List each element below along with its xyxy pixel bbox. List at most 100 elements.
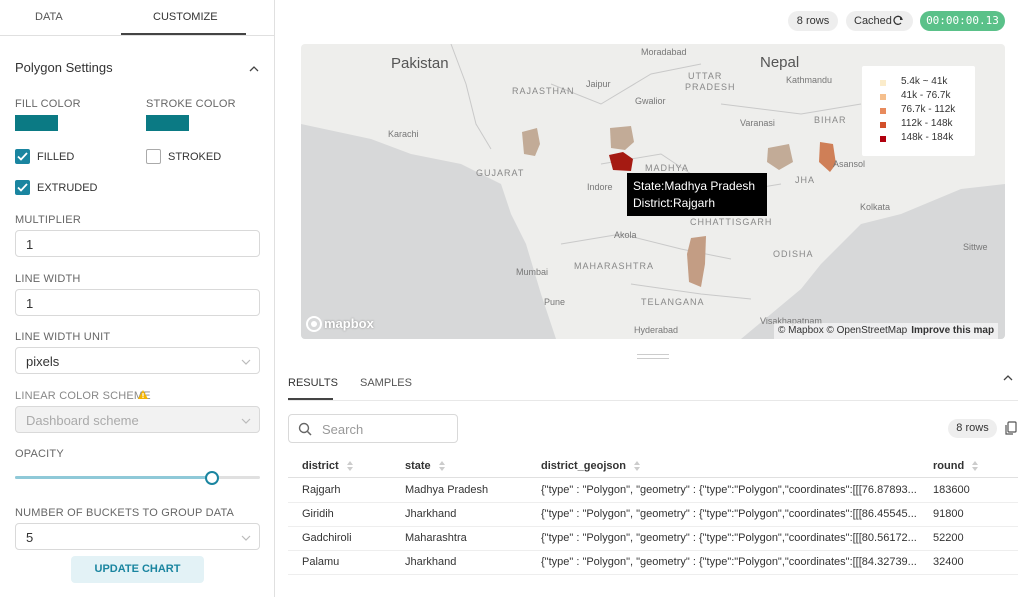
warning-icon bbox=[138, 390, 148, 399]
column-header[interactable]: round bbox=[933, 460, 965, 472]
input[interactable]: 1 bbox=[15, 230, 260, 257]
place-label: Sittwe bbox=[963, 242, 988, 252]
district bbox=[687, 236, 706, 287]
row-border bbox=[288, 526, 1018, 527]
column-header[interactable]: district bbox=[302, 460, 339, 472]
chevron bbox=[241, 418, 251, 424]
input[interactable]: 1 bbox=[15, 289, 260, 316]
collapse-icon bbox=[249, 66, 259, 72]
place-label: Moradabad bbox=[641, 47, 687, 57]
row-border bbox=[288, 502, 1018, 503]
place-label: Pakistan bbox=[391, 55, 449, 72]
chevron bbox=[241, 535, 251, 541]
place-label: Gwalior bbox=[635, 96, 666, 106]
place-label: Nepal bbox=[760, 54, 799, 71]
sea bbox=[741, 184, 1005, 339]
row-border bbox=[288, 550, 1018, 551]
sidebar-border bbox=[274, 0, 275, 597]
table-cell: {"type" : "Polygon", "geometry" : {"type… bbox=[541, 532, 917, 544]
place-label: TELANGANA bbox=[641, 297, 705, 307]
place-label: MAHARASHTRA bbox=[574, 261, 654, 271]
search-input[interactable]: Search bbox=[288, 414, 458, 443]
table-cell: Palamu bbox=[302, 556, 340, 568]
checkbox[interactable] bbox=[15, 149, 30, 164]
sea bbox=[301, 124, 556, 339]
legend-label: 41k - 76.7k bbox=[901, 90, 951, 101]
search-icon bbox=[298, 422, 312, 436]
field-value: 5 bbox=[26, 530, 34, 545]
checkbox[interactable] bbox=[15, 180, 30, 195]
row-count-badge: 8 rows bbox=[948, 419, 997, 438]
select[interactable]: 5 bbox=[15, 523, 260, 550]
section-title: Polygon Settings bbox=[15, 60, 113, 75]
place-label: UTTAR bbox=[688, 71, 722, 81]
timer: 00:00:00.13 bbox=[920, 11, 1005, 31]
table-cell: Maharashtra bbox=[405, 532, 467, 544]
tab[interactable]: DATA bbox=[35, 11, 63, 23]
tab-underline bbox=[121, 33, 246, 35]
table-cell: Jharkhand bbox=[405, 508, 457, 520]
place-label: Akola bbox=[614, 230, 637, 240]
legend-swatch bbox=[880, 136, 886, 142]
column-header[interactable]: state bbox=[405, 460, 431, 472]
attribution: © Mapbox © OpenStreetMap Improve this map bbox=[774, 323, 999, 339]
table-cell: Gadchiroli bbox=[302, 532, 352, 544]
place-label: Kolkata bbox=[860, 202, 890, 212]
copy-icon bbox=[1005, 421, 1017, 435]
search-placeholder: Search bbox=[322, 422, 364, 437]
cached-badge[interactable]: Cached bbox=[846, 11, 913, 31]
table-cell: 91800 bbox=[933, 508, 964, 520]
results-tab[interactable]: RESULTS bbox=[288, 377, 338, 389]
sort-icon bbox=[438, 461, 445, 471]
results-tab[interactable]: SAMPLES bbox=[360, 377, 412, 389]
tab-underline bbox=[288, 398, 333, 400]
place-label: GUJARAT bbox=[476, 168, 524, 178]
update-button[interactable]: UPDATE CHART bbox=[71, 556, 204, 583]
place-label: Hyderabad bbox=[634, 325, 678, 335]
tab-bar-border bbox=[288, 400, 1018, 401]
table-cell: {"type" : "Polygon", "geometry" : {"type… bbox=[541, 556, 917, 568]
table-cell: Jharkhand bbox=[405, 556, 457, 568]
place-label: Pune bbox=[544, 297, 565, 307]
check-mark bbox=[17, 183, 28, 192]
place-label: Kathmandu bbox=[786, 75, 832, 85]
table-cell: {"type" : "Polygon", "geometry" : {"type… bbox=[541, 484, 917, 496]
mapbox-icon bbox=[306, 316, 322, 332]
refresh-icon bbox=[893, 15, 903, 25]
legend-label: 148k - 184k bbox=[901, 132, 954, 143]
lbl: FILL COLOR bbox=[15, 98, 81, 110]
place-label: PRADESH bbox=[685, 82, 736, 92]
table-cell: {"type" : "Polygon", "geometry" : {"type… bbox=[541, 508, 917, 520]
legend-swatch bbox=[880, 94, 886, 100]
checkbox-label: STROKED bbox=[168, 151, 222, 163]
place-label: Asansol bbox=[833, 159, 865, 169]
place-label: Jaipur bbox=[586, 79, 611, 89]
tooltip: State:Madhya Pradesh District:Rajgarh bbox=[627, 173, 767, 216]
district bbox=[819, 142, 836, 172]
color-swatch[interactable] bbox=[15, 115, 58, 131]
sort-icon bbox=[972, 461, 979, 471]
field-label: LINE WIDTH UNIT bbox=[15, 331, 111, 343]
legend-swatch bbox=[880, 122, 886, 128]
improve-link[interactable]: Improve this map bbox=[911, 325, 995, 336]
table-cell: 32400 bbox=[933, 556, 964, 568]
tooltip-line: District:Rajgarh bbox=[633, 196, 716, 210]
place-label: MADHYA bbox=[645, 163, 689, 173]
color-swatch[interactable] bbox=[146, 115, 189, 131]
tab[interactable]: CUSTOMIZE bbox=[153, 11, 218, 23]
district bbox=[522, 128, 540, 156]
header-border bbox=[288, 477, 1018, 478]
resize-handle bbox=[637, 358, 669, 359]
lbl: STROKE COLOR bbox=[146, 98, 236, 110]
column-header[interactable]: district_geojson bbox=[541, 460, 626, 472]
select[interactable]: pixels bbox=[15, 347, 260, 374]
place-label: Karachi bbox=[388, 129, 419, 139]
place-label: CHHATTISGARH bbox=[690, 217, 772, 227]
checkbox[interactable] bbox=[146, 149, 161, 164]
place-label: RAJASTHAN bbox=[512, 86, 575, 96]
table-cell: Rajgarh bbox=[302, 484, 341, 496]
field-label: MULTIPLIER bbox=[15, 214, 81, 226]
resize-handle bbox=[637, 354, 669, 355]
slider-thumb[interactable] bbox=[205, 471, 219, 485]
